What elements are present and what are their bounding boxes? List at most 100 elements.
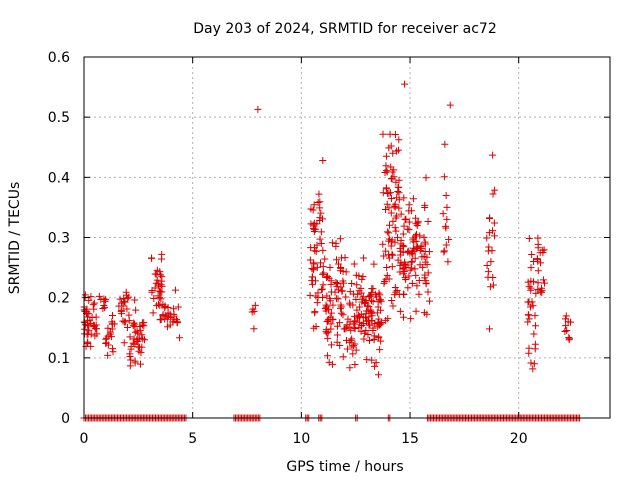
data-point: [525, 349, 533, 357]
data-point: [373, 309, 381, 317]
data-point: [405, 272, 413, 280]
data-point: [486, 325, 494, 333]
data-point: [342, 293, 350, 301]
data-point: [332, 295, 340, 303]
data-point: [310, 265, 318, 273]
data-point: [127, 356, 135, 364]
data-point: [370, 336, 378, 344]
data-point: [306, 256, 314, 264]
data-point: [95, 292, 103, 300]
data-point: [363, 356, 371, 364]
data-point: [89, 301, 97, 309]
data-point: [156, 268, 164, 276]
data-point: [126, 350, 134, 358]
data-point: [408, 248, 416, 256]
data-point: [341, 325, 349, 333]
data-point: [91, 325, 99, 333]
data-point: [390, 202, 398, 210]
data-point: [356, 303, 364, 311]
data-point: [312, 323, 320, 331]
data-point: [415, 290, 423, 298]
y-tick-label: 0.3: [48, 231, 70, 247]
data-point: [377, 337, 385, 345]
data-point: [154, 292, 162, 300]
data-point: [484, 273, 492, 281]
data-point: [439, 210, 447, 218]
data-point: [385, 204, 393, 212]
data-point: [346, 299, 354, 307]
data-point: [156, 302, 164, 310]
data-point: [250, 307, 258, 315]
data-point: [354, 290, 362, 298]
tick-labels: 0 5 10 15 20 0 0.1 0.2 0.3 0.4 0.5 0.6: [48, 50, 528, 447]
data-point: [156, 294, 164, 302]
data-point: [541, 279, 549, 287]
data-point: [386, 189, 394, 197]
data-point: [490, 219, 498, 227]
data-point: [345, 323, 353, 331]
data-point: [371, 320, 379, 328]
y-tick-label: 0.4: [48, 170, 70, 186]
data-point: [101, 297, 109, 305]
x-axis-label: GPS time / hours: [286, 459, 403, 475]
data-point: [97, 295, 105, 303]
data-point: [161, 315, 169, 323]
data-point-outlier: [254, 105, 262, 113]
data-point: [416, 261, 424, 269]
data-point: [411, 254, 419, 262]
data-point: [395, 196, 403, 204]
data-point: [169, 318, 177, 326]
data-point: [375, 333, 383, 341]
data-point: [348, 343, 356, 351]
x-tick-label: 15: [401, 431, 419, 447]
data-point: [369, 326, 377, 334]
data-point: [388, 168, 396, 176]
data-point: [443, 215, 451, 223]
data-point: [109, 345, 117, 353]
data-point: [153, 276, 161, 284]
data-point: [148, 254, 156, 262]
data-point: [383, 228, 391, 236]
data-point: [311, 225, 319, 233]
data-point: [333, 256, 341, 264]
data-point: [400, 194, 408, 202]
data-point: [306, 291, 314, 299]
data-point: [361, 299, 369, 307]
data-point: [394, 188, 402, 196]
data-point: [527, 359, 535, 367]
data-point: [527, 264, 535, 272]
data-point: [360, 254, 368, 262]
data-point: [342, 336, 350, 344]
data-point: [338, 287, 346, 295]
data-point: [393, 287, 401, 295]
data-point: [422, 280, 430, 288]
data-point: [119, 302, 127, 310]
data-point: [382, 152, 390, 160]
data-point: [371, 362, 379, 370]
data-point: [391, 203, 399, 211]
data-point: [312, 292, 320, 300]
data-point: [336, 319, 344, 327]
data-point: [529, 365, 537, 373]
data-point: [531, 340, 539, 348]
data-point: [384, 315, 392, 323]
data-point: [364, 317, 372, 325]
data-point: [365, 313, 373, 321]
data-point: [440, 247, 448, 255]
data-point: [334, 280, 342, 288]
data-point: [388, 297, 396, 305]
data-point: [387, 195, 395, 203]
data-point: [394, 146, 402, 154]
x-tick-label: 10: [292, 431, 310, 447]
data-point: [421, 274, 429, 282]
data-point: [382, 162, 390, 170]
data-point: [389, 302, 397, 310]
data-point: [392, 288, 400, 296]
data-point: [421, 240, 429, 248]
data-point: [401, 216, 409, 224]
data-point: [317, 259, 325, 267]
data-point: [385, 235, 393, 243]
data-point: [332, 239, 340, 247]
data-point: [308, 280, 316, 288]
